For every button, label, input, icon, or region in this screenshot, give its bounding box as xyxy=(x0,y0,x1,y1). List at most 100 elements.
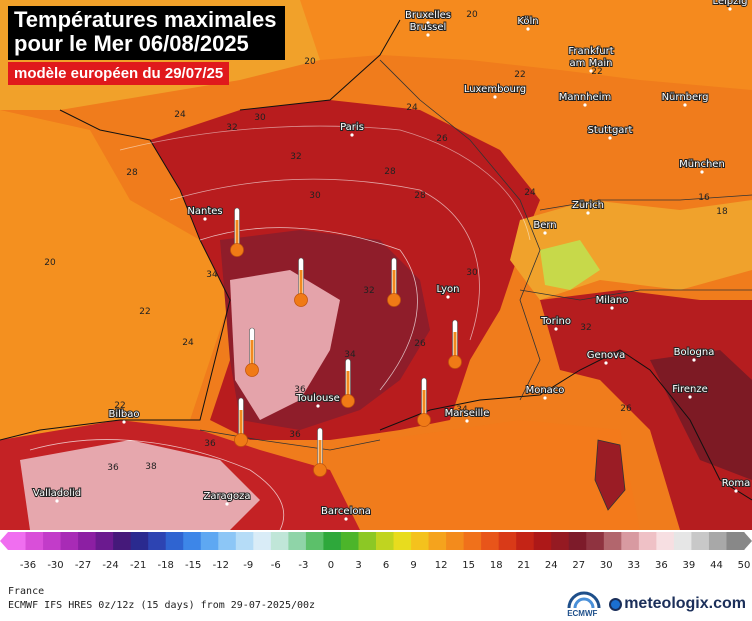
colorbar-tick-label: 36 xyxy=(655,560,668,571)
isotherm-label: 22 xyxy=(114,401,125,411)
map-canvas: 20 24 28 32 20 22 24 28 30 26 22 24 30 32 34 36 38 34 36 22… xyxy=(0,0,752,530)
colorbar-tick-label: -24 xyxy=(102,560,118,571)
isotherm-28 xyxy=(119,125,531,241)
city-label: Stuttgart xyxy=(588,125,633,136)
title-line-1: Températures maximales xyxy=(14,7,277,32)
city-label: Bern xyxy=(533,220,556,231)
city-dot xyxy=(426,21,430,25)
aquitaine-extreme-core xyxy=(230,270,340,420)
colorbar-cell xyxy=(568,532,587,550)
colorbar-tick-label: 44 xyxy=(710,560,723,571)
colorbar-tick-label: 33 xyxy=(627,560,640,571)
meteologix-logo[interactable]: meteologix.com xyxy=(609,595,746,613)
isotherm-label: 30 xyxy=(309,191,321,201)
isotherm-34 xyxy=(199,227,418,391)
city-dot xyxy=(683,103,687,107)
city-label: Zürich xyxy=(572,200,604,211)
colorbar-cell xyxy=(305,532,324,550)
city-dot xyxy=(700,170,704,174)
thermometer-icon xyxy=(230,207,244,257)
colorbar-cell xyxy=(621,532,640,550)
city-label: Torino xyxy=(540,316,571,327)
temperature-colorbar: -36 -30 -27 -24 -21 -18 -15 -12 -9 -6 -3 0 3 6 9 12 15 18… xyxy=(0,532,752,571)
colorbar-cell xyxy=(673,532,692,550)
city-label: Valladolid xyxy=(33,488,81,499)
colorbar-arrow-icon xyxy=(0,532,8,550)
city-label: Monaco xyxy=(526,385,565,396)
isotherm-label: 28 xyxy=(414,191,426,201)
city-dot xyxy=(610,306,614,310)
isotherm-label: 20 xyxy=(466,10,478,20)
city-label: Firenze xyxy=(672,384,708,395)
iberia-extreme-core xyxy=(20,440,260,530)
colorbar-cell xyxy=(130,532,149,550)
footer-info: France ECMWF IFS HRES 0z/12z (15 days) f… xyxy=(8,585,315,613)
city-dot xyxy=(543,396,547,400)
city-label: Barcelona xyxy=(321,506,371,517)
city-label: Toulouse xyxy=(295,393,339,404)
city-label: Mannheim xyxy=(559,92,611,103)
isotherm-label: 30 xyxy=(466,268,478,278)
city-dot xyxy=(493,95,497,99)
city-dot xyxy=(344,517,348,521)
colorbar-cell xyxy=(446,532,465,550)
isotherm-label: 18 xyxy=(716,207,728,217)
isotherm-label: 32 xyxy=(226,123,237,133)
colorbar-tick-label: 6 xyxy=(383,560,389,571)
city-dot xyxy=(316,404,320,408)
city-dot xyxy=(526,27,530,31)
colorbar-tick-label: 21 xyxy=(517,560,530,571)
colorbar-ticks: -36 -30 -27 -24 -21 -18 -15 -12 -9 -6 -3 0 3 6 9 12 15 18… xyxy=(20,560,751,571)
city-dot xyxy=(446,295,450,299)
coastline-mediterranean xyxy=(379,349,752,501)
isotherm-label: 32 xyxy=(290,152,301,162)
isotherm-label: 36 xyxy=(204,439,216,449)
colorbar-tick-label: -18 xyxy=(158,560,174,571)
isotherm-label: 26 xyxy=(436,134,448,144)
colorbar-cell xyxy=(551,532,570,550)
border-swiss-north xyxy=(539,194,752,211)
colorbar-cell xyxy=(533,532,552,550)
isotherm-label: 24 xyxy=(524,188,536,198)
colorbar-tick-label: 3 xyxy=(355,560,361,571)
isotherm-label: 34 xyxy=(344,350,356,360)
ecmwf-logo: ECMWF xyxy=(567,590,601,618)
isotherm-label: 24 xyxy=(174,110,186,120)
city-dot xyxy=(734,489,738,493)
isotherm-label: 26 xyxy=(414,339,426,349)
isotherm-label: 24 xyxy=(182,338,194,348)
ecmwf-arc-icon xyxy=(567,591,601,609)
isotherm-label: 34 xyxy=(456,405,468,415)
city-label: Bruxelles xyxy=(405,10,451,21)
colorbar-cell xyxy=(183,532,202,550)
city-dot xyxy=(589,57,593,61)
city-label: Paris xyxy=(340,122,364,133)
isotherm-label: 24 xyxy=(406,103,418,113)
thermometer-layer xyxy=(230,207,462,477)
isotherm-label: 22 xyxy=(139,307,150,317)
colorbar-cell xyxy=(253,532,272,550)
colorbar-cell xyxy=(270,532,289,550)
colorbar-cell xyxy=(428,532,447,550)
city-label: München xyxy=(679,159,725,170)
colorbar-cell xyxy=(340,532,359,550)
border-alps-south xyxy=(519,289,752,301)
isotherm-label: 36 xyxy=(107,463,119,473)
isotherm-label: 22 xyxy=(514,70,525,80)
coastline-channel xyxy=(239,19,401,111)
city-dot xyxy=(350,133,354,137)
colorbar-cell xyxy=(586,532,605,550)
isotherm-label: 36 xyxy=(294,385,306,395)
city-dot xyxy=(688,395,692,399)
title-line-2: pour le Mer 06/08/2025 xyxy=(14,31,249,56)
colorbar-cell xyxy=(165,532,184,550)
isotherm-label: 28 xyxy=(126,168,138,178)
thermometer-icon xyxy=(234,397,248,447)
colorbar-tick-label: -21 xyxy=(130,560,146,571)
city-dot xyxy=(203,217,207,221)
isotherm-label: 30 xyxy=(254,113,266,123)
colorbar-cell xyxy=(691,532,710,550)
benelux-germany-region xyxy=(300,0,752,90)
colorbar-tick-label: 27 xyxy=(572,560,585,571)
